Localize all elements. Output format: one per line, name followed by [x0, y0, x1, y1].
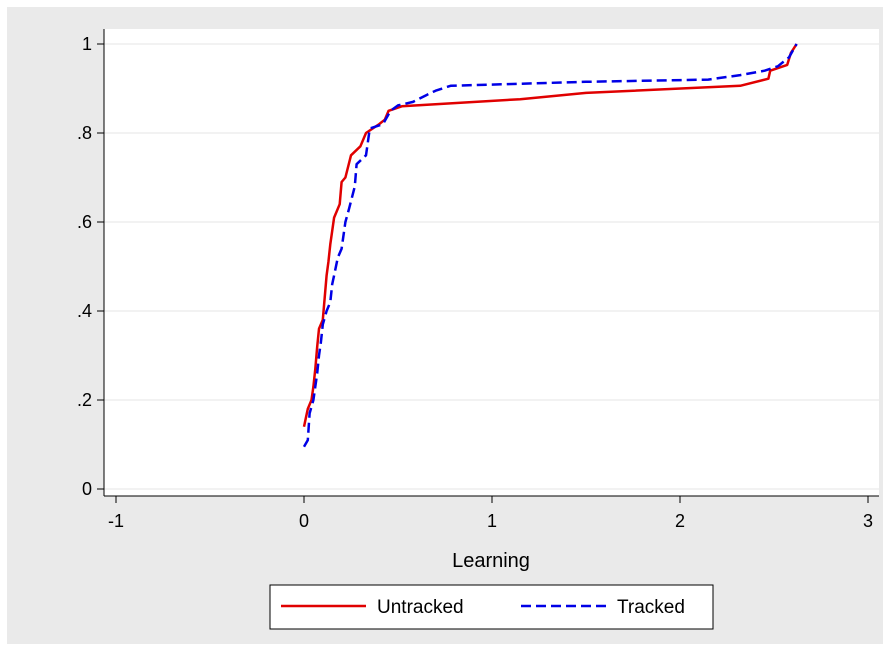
x-tick-label: 3: [863, 511, 873, 531]
y-tick-label: .4: [77, 301, 92, 321]
x-axis-title: Learning: [452, 550, 530, 572]
plot-area: [104, 29, 879, 496]
grid-lines: [104, 43, 879, 490]
x-tick-label: 2: [675, 511, 685, 531]
x-tick-label: -1: [108, 511, 124, 531]
y-tick-label: .8: [77, 123, 92, 143]
y-tick-label: .2: [77, 390, 92, 410]
legend-label-tracked: Tracked: [617, 597, 685, 618]
x-tick-label: 0: [299, 511, 309, 531]
legend-label-untracked: Untracked: [377, 597, 464, 618]
legend: Untracked Tracked: [269, 584, 714, 630]
series-line-tracked: [302, 43, 798, 448]
x-tick-label: 1: [487, 511, 497, 531]
x-axis-ticks: -1 0 1 2 3: [108, 496, 873, 531]
y-tick-label: 0: [82, 479, 92, 499]
y-axis-ticks: 0 .2 .4 .6 .8 1: [77, 34, 104, 499]
series-line-untracked: [302, 43, 798, 427]
y-tick-label: .6: [77, 212, 92, 232]
y-tick-label: 1: [82, 34, 92, 54]
series-lines: [302, 43, 798, 448]
